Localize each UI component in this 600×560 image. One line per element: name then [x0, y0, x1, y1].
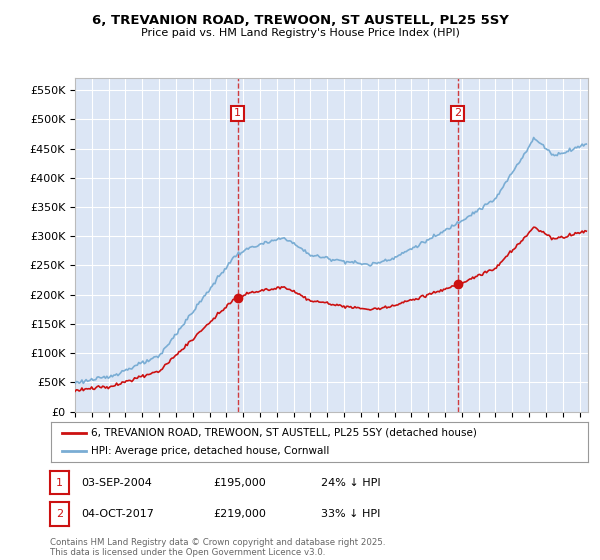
- Text: 2: 2: [454, 109, 461, 119]
- Text: 1: 1: [56, 478, 63, 488]
- Text: Price paid vs. HM Land Registry's House Price Index (HPI): Price paid vs. HM Land Registry's House …: [140, 28, 460, 38]
- Text: £219,000: £219,000: [213, 509, 266, 519]
- Text: 03-SEP-2004: 03-SEP-2004: [81, 478, 152, 488]
- Text: 1: 1: [234, 109, 241, 119]
- Text: Contains HM Land Registry data © Crown copyright and database right 2025.
This d: Contains HM Land Registry data © Crown c…: [50, 538, 385, 557]
- Text: £195,000: £195,000: [213, 478, 266, 488]
- Text: 6, TREVANION ROAD, TREWOON, ST AUSTELL, PL25 5SY: 6, TREVANION ROAD, TREWOON, ST AUSTELL, …: [92, 14, 508, 27]
- Text: 33% ↓ HPI: 33% ↓ HPI: [321, 509, 380, 519]
- Text: 24% ↓ HPI: 24% ↓ HPI: [321, 478, 380, 488]
- Text: 6, TREVANION ROAD, TREWOON, ST AUSTELL, PL25 5SY (detached house): 6, TREVANION ROAD, TREWOON, ST AUSTELL, …: [91, 428, 477, 437]
- Text: HPI: Average price, detached house, Cornwall: HPI: Average price, detached house, Corn…: [91, 446, 329, 456]
- Text: 04-OCT-2017: 04-OCT-2017: [81, 509, 154, 519]
- Text: 2: 2: [56, 509, 63, 519]
